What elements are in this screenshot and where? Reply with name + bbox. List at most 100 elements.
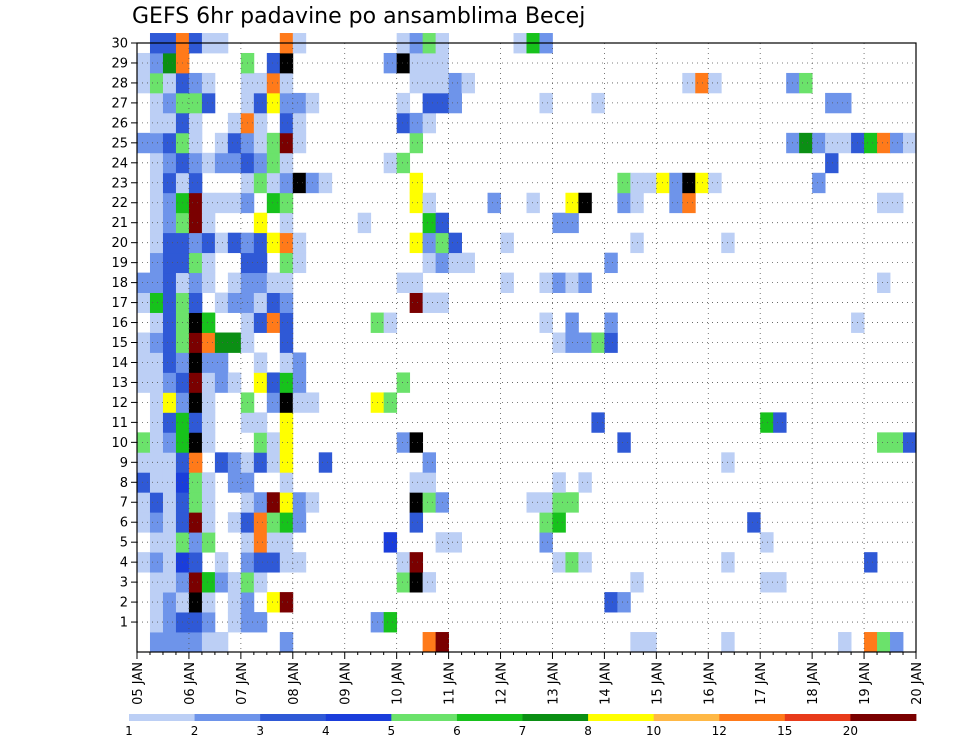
heatmap-cell — [149, 432, 164, 453]
y-tick-label: 23 — [111, 176, 128, 191]
heatmap-cell — [162, 132, 177, 154]
heatmap-cell — [409, 172, 424, 194]
heatmap-cell — [188, 332, 203, 353]
heatmap-cell — [617, 172, 631, 194]
heatmap-cell — [409, 492, 424, 513]
heatmap-cell — [383, 152, 398, 174]
heatmap-cell — [188, 312, 203, 333]
heatmap-cell — [162, 572, 177, 593]
heatmap-cell — [201, 252, 216, 274]
x-tick-label: 18 JAN — [806, 662, 821, 705]
heatmap-cell — [266, 492, 281, 513]
heatmap-cell — [253, 492, 268, 513]
heatmap-cell — [162, 192, 177, 214]
y-tick-label: 4 — [120, 556, 128, 571]
y-tick-label: 15 — [111, 336, 128, 351]
y-tick-label: 3 — [120, 576, 128, 591]
colorbar-legend: 1 2 3 4 5 6 7 8 10 12 15 20 — [125, 714, 917, 738]
heatmap-cell — [279, 392, 294, 413]
heatmap-cell — [137, 72, 151, 94]
heatmap-cell — [279, 192, 294, 214]
heatmap-cell — [188, 412, 203, 433]
heatmap-cell — [266, 512, 281, 533]
heatmap-cell — [539, 512, 553, 533]
heatmap-cell — [422, 232, 437, 254]
heatmap-cell — [201, 512, 216, 533]
heatmap-cell — [422, 572, 437, 593]
heatmap-cell — [137, 472, 151, 493]
colorbar-label: 4 — [322, 724, 330, 738]
heatmap-cell — [227, 272, 242, 293]
heatmap-cell — [877, 132, 891, 154]
heatmap-cell — [409, 512, 424, 533]
heatmap-cell — [188, 372, 203, 393]
heatmap-cell — [266, 272, 281, 293]
y-tick-label: 22 — [111, 196, 128, 211]
heatmap-cell — [760, 532, 774, 553]
heatmap-cell — [137, 52, 151, 74]
y-tick-label: 28 — [111, 76, 128, 91]
heatmap-cell — [162, 512, 177, 533]
heatmap-cell — [162, 212, 177, 234]
heatmap-cell — [149, 592, 164, 613]
x-tick-label: 06 JAN — [183, 662, 198, 705]
heatmap-cell — [214, 132, 229, 154]
heatmap-cell — [383, 612, 398, 633]
heatmap-cell — [552, 552, 566, 573]
y-tick-label: 11 — [111, 416, 128, 431]
heatmap-cell — [253, 132, 268, 154]
heatmap-cell — [877, 272, 891, 293]
heatmap-cell — [175, 612, 203, 633]
y-tick-label: 18 — [111, 276, 128, 291]
colorbar-swatch — [325, 714, 392, 721]
colorbar-label: 15 — [777, 724, 792, 738]
heatmap-cell — [409, 292, 424, 313]
heatmap-cell — [396, 152, 411, 174]
x-tick-label: 15 JAN — [650, 662, 665, 705]
heatmap-cell — [877, 632, 891, 653]
heatmap-cell — [214, 452, 229, 473]
heatmap-cell — [838, 132, 852, 154]
heatmap-cell — [188, 432, 203, 453]
heatmap-cell — [266, 232, 281, 254]
heatmap-cell — [396, 272, 424, 293]
heatmap-cell — [201, 432, 216, 453]
heatmap-cell — [149, 212, 164, 234]
x-tick-label: 16 JAN — [702, 662, 717, 705]
heatmap-cell — [227, 572, 242, 593]
heatmap-cell — [137, 292, 151, 313]
heatmap-cell — [201, 352, 216, 373]
heatmap-cell — [760, 572, 787, 593]
heatmap-cell — [188, 472, 203, 493]
heatmap-cell — [227, 232, 242, 254]
heatmap-cell — [162, 92, 177, 114]
x-tick-label: 08 JAN — [287, 662, 302, 705]
heatmap-cell — [409, 112, 424, 134]
heatmap-cell — [409, 552, 424, 573]
heatmap-cell — [188, 272, 203, 293]
heatmap-cell — [162, 552, 177, 573]
heatmap-cell — [214, 332, 242, 353]
heatmap-cell — [149, 112, 177, 134]
heatmap-cell — [227, 512, 242, 533]
heatmap-cell — [149, 572, 164, 593]
heatmap-cell — [877, 192, 904, 214]
heatmap-cell — [188, 292, 203, 313]
y-tick-label: 6 — [120, 516, 128, 531]
heatmap-cell — [279, 352, 294, 373]
heatmap-cell — [253, 152, 268, 174]
heatmap-cell — [279, 52, 294, 74]
colorbar-label: 10 — [646, 724, 661, 738]
heatmap-cell — [266, 172, 281, 194]
y-tick-label: 14 — [111, 356, 128, 371]
heatmap-cell — [266, 52, 281, 74]
heatmap-cell — [279, 432, 294, 453]
heatmap-cell — [396, 112, 411, 134]
heatmap-cell — [279, 132, 294, 154]
y-tick-label: 19 — [111, 256, 128, 271]
heatmap-cell — [137, 512, 151, 533]
heatmap-cell — [422, 252, 437, 274]
heatmap-cell — [682, 72, 696, 94]
heatmap-cell — [149, 152, 164, 174]
